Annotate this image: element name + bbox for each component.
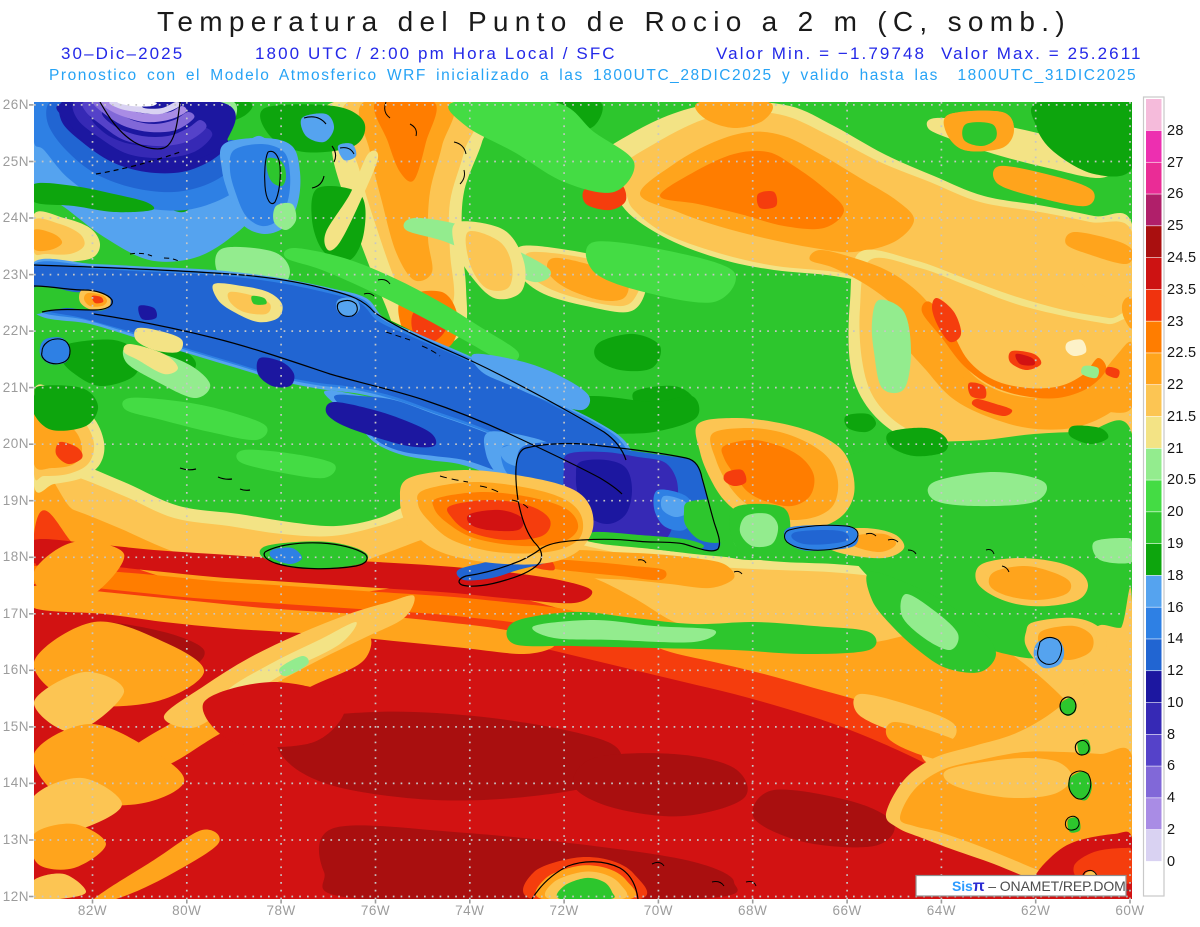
svg-text:Sisπ – ONAMET/REP.DOM.: Sisπ – ONAMET/REP.DOM. (952, 878, 1129, 895)
